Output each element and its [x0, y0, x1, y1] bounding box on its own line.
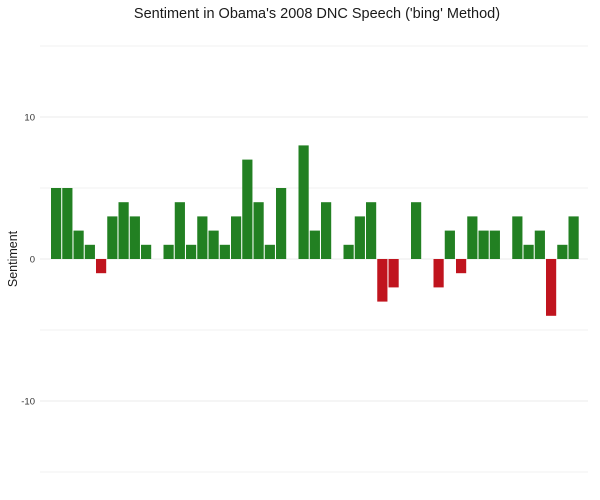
- bar-positive: [411, 202, 422, 259]
- bars: [51, 145, 579, 316]
- bar-positive: [118, 202, 129, 259]
- bar-positive: [478, 230, 489, 259]
- bar-positive: [309, 230, 320, 259]
- bar-positive: [512, 216, 523, 259]
- bar-negative: [96, 259, 107, 274]
- bar-positive: [141, 244, 152, 259]
- bar-positive: [231, 216, 242, 259]
- bar-positive: [62, 188, 73, 259]
- bar-positive: [219, 244, 230, 259]
- bar-positive: [107, 216, 118, 259]
- bar-positive: [298, 145, 309, 259]
- bar-positive: [276, 188, 287, 259]
- bar-negative: [433, 259, 444, 288]
- y-tick-label: 0: [30, 255, 35, 266]
- bar-negative: [456, 259, 467, 274]
- bar-positive: [253, 202, 264, 259]
- bar-positive: [174, 202, 185, 259]
- bar-positive: [51, 188, 62, 259]
- bar-positive: [197, 216, 208, 259]
- bar-positive: [489, 230, 500, 259]
- chart-title: Sentiment in Obama's 2008 DNC Speech ('b…: [134, 6, 500, 22]
- bar-positive: [242, 159, 253, 259]
- y-tick-label: 10: [24, 113, 35, 124]
- bar-positive: [534, 230, 545, 259]
- bar-positive: [366, 202, 377, 259]
- bar-positive: [568, 216, 579, 259]
- y-tick-label: -10: [21, 397, 35, 408]
- bar-positive: [264, 244, 275, 259]
- bar-positive: [321, 202, 332, 259]
- bar-positive: [208, 230, 219, 259]
- bar-positive: [354, 216, 365, 259]
- y-axis-ticks: -10 0 10: [21, 113, 35, 408]
- y-axis-label: Sentiment: [6, 230, 20, 287]
- bar-positive: [186, 244, 197, 259]
- bar-positive: [523, 244, 534, 259]
- bar-positive: [129, 216, 140, 259]
- bar-negative: [377, 259, 388, 302]
- bar-positive: [84, 244, 95, 259]
- bar-positive: [73, 230, 84, 259]
- bar-positive: [444, 230, 455, 259]
- bar-positive: [163, 244, 174, 259]
- bar-negative: [546, 259, 557, 316]
- bar-positive: [557, 244, 568, 259]
- bar-positive: [343, 244, 354, 259]
- bar-negative: [388, 259, 399, 288]
- bar-positive: [467, 216, 478, 259]
